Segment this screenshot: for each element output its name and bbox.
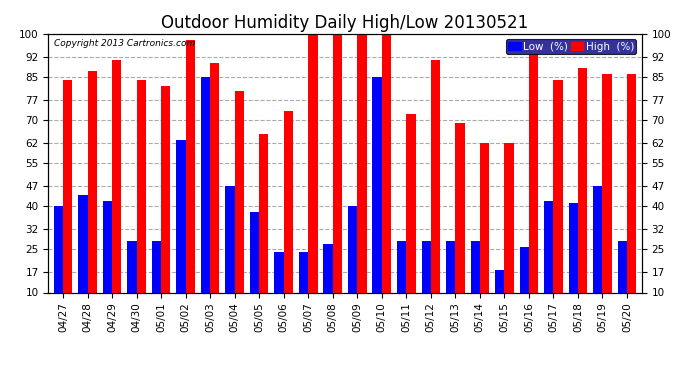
Bar — [308, 34, 317, 321]
Bar — [357, 34, 366, 321]
Bar — [226, 186, 235, 321]
Bar — [78, 195, 88, 321]
Bar — [54, 206, 63, 321]
Bar — [63, 80, 72, 321]
Bar — [618, 241, 627, 321]
Bar — [299, 252, 308, 321]
Bar — [259, 134, 268, 321]
Bar — [373, 77, 382, 321]
Text: Copyright 2013 Cartronics.com: Copyright 2013 Cartronics.com — [55, 39, 195, 48]
Bar — [422, 241, 431, 321]
Bar — [275, 252, 284, 321]
Bar — [569, 203, 578, 321]
Bar — [201, 77, 210, 321]
Bar — [397, 241, 406, 321]
Bar — [235, 91, 244, 321]
Bar — [406, 114, 415, 321]
Bar — [250, 212, 259, 321]
Bar — [284, 111, 293, 321]
Bar — [324, 244, 333, 321]
Bar — [602, 74, 612, 321]
Bar — [382, 34, 391, 321]
Bar — [333, 34, 342, 321]
Bar — [544, 201, 553, 321]
Bar — [480, 143, 489, 321]
Bar — [177, 140, 186, 321]
Bar — [627, 74, 636, 321]
Bar — [186, 39, 195, 321]
Bar — [127, 241, 137, 321]
Bar — [210, 63, 219, 321]
Bar — [593, 186, 602, 321]
Bar — [112, 60, 121, 321]
Bar — [495, 270, 504, 321]
Bar — [152, 241, 161, 321]
Legend: Low  (%), High  (%): Low (%), High (%) — [506, 39, 636, 54]
Bar — [431, 60, 440, 321]
Bar — [529, 54, 538, 321]
Bar — [137, 80, 146, 321]
Bar — [471, 241, 480, 321]
Bar — [578, 68, 587, 321]
Bar — [455, 123, 464, 321]
Bar — [161, 86, 170, 321]
Title: Outdoor Humidity Daily High/Low 20130521: Outdoor Humidity Daily High/Low 20130521 — [161, 14, 529, 32]
Bar — [553, 80, 563, 321]
Bar — [348, 206, 357, 321]
Bar — [88, 71, 97, 321]
Bar — [520, 246, 529, 321]
Bar — [504, 143, 513, 321]
Bar — [103, 201, 112, 321]
Bar — [446, 241, 455, 321]
